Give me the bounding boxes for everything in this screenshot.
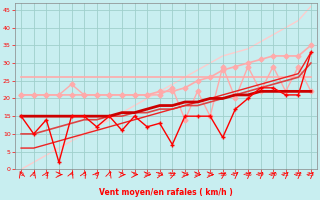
X-axis label: Vent moyen/en rafales ( km/h ): Vent moyen/en rafales ( km/h ) [99,188,233,197]
